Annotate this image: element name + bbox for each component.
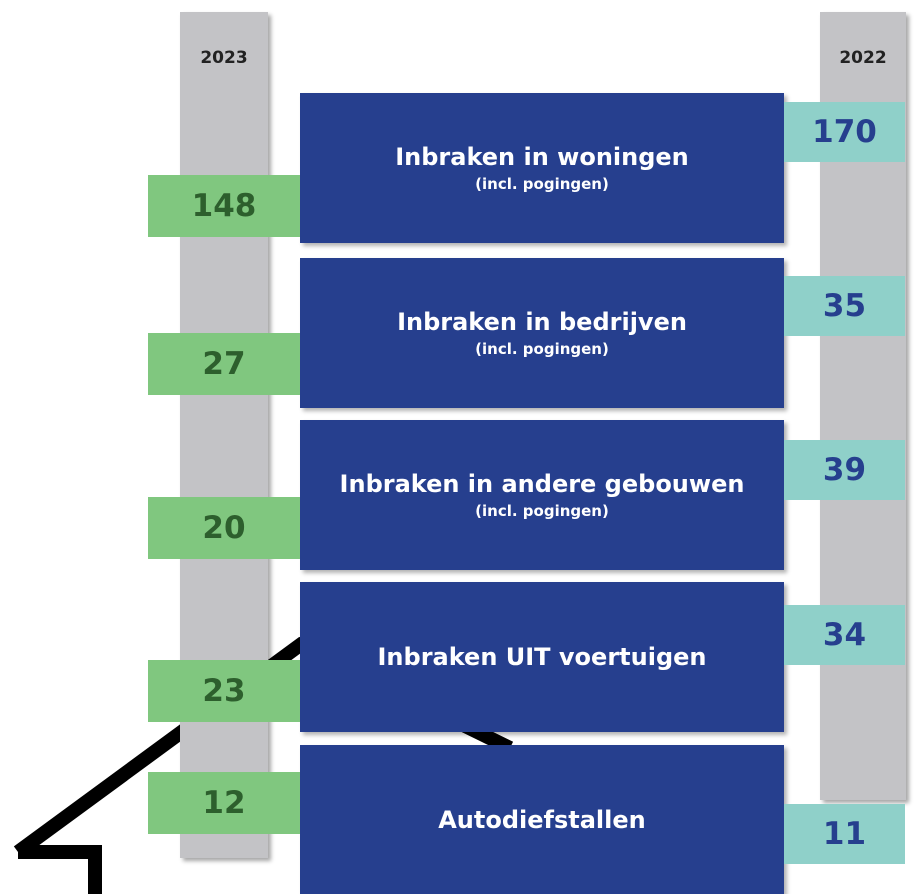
value-2023: 27 xyxy=(148,333,300,395)
category-title: Inbraken in andere gebouwen xyxy=(339,470,745,498)
category-subtitle: (incl. pogingen) xyxy=(475,502,609,520)
category-box: Inbraken in bedrijven (incl. pogingen) xyxy=(300,258,784,408)
value-2023: 148 xyxy=(148,175,300,237)
value-2022: 35 xyxy=(784,276,905,336)
year-label: 2023 xyxy=(200,48,248,68)
category-subtitle: (incl. pogingen) xyxy=(475,340,609,358)
value-2023: 20 xyxy=(148,497,300,559)
value-2022: 170 xyxy=(784,102,905,162)
value-2022: 11 xyxy=(784,804,905,864)
category-title: Autodiefstallen xyxy=(438,805,646,834)
category-title: Inbraken in woningen xyxy=(395,143,689,171)
pole-2023 xyxy=(180,12,268,858)
category-box: Inbraken in woningen (incl. pogingen) xyxy=(300,93,784,243)
value-2023: 12 xyxy=(148,772,300,834)
category-box: Autodiefstallen xyxy=(300,745,784,894)
category-box: Inbraken in andere gebouwen (incl. poging… xyxy=(300,420,784,570)
roof-edge xyxy=(18,845,102,894)
category-title: Inbraken UIT voertuigen xyxy=(377,643,707,671)
value-2022: 34 xyxy=(784,605,905,665)
category-box: Inbraken UIT voertuigen xyxy=(300,582,784,732)
year-label: 2022 xyxy=(839,48,887,68)
value-2022: 39 xyxy=(784,440,905,500)
category-subtitle: (incl. pogingen) xyxy=(475,175,609,193)
category-title: Inbraken in bedrijven xyxy=(397,308,687,336)
value-2023: 23 xyxy=(148,660,300,722)
